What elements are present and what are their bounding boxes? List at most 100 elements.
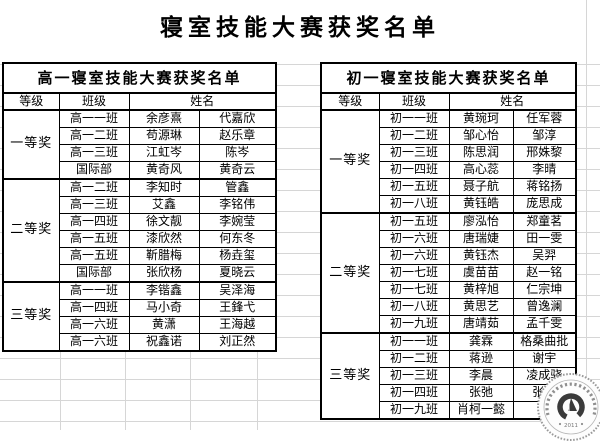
- name-cell[interactable]: 孟千雯: [512, 315, 577, 334]
- name-cell[interactable]: 李婉莹: [198, 213, 277, 231]
- name-cell[interactable]: 黄奇云: [198, 161, 277, 180]
- name-cell[interactable]: 黄梓旭: [448, 281, 514, 299]
- name-cell[interactable]: 李锴鑫: [128, 281, 200, 300]
- name-cell[interactable]: 靳腊梅: [128, 247, 200, 265]
- name-cell[interactable]: 李晴: [512, 161, 577, 179]
- name-cell[interactable]: 夏晓云: [198, 264, 277, 283]
- name-cell[interactable]: 吴羿: [512, 247, 577, 265]
- name-cell[interactable]: 聂子航: [448, 178, 514, 196]
- seal-arc-text: [545, 382, 597, 416]
- name-cell[interactable]: 郑童茗: [512, 212, 577, 231]
- class-cell[interactable]: 初一七班: [378, 264, 450, 282]
- class-cell[interactable]: 高一五班: [58, 230, 130, 248]
- class-cell[interactable]: 国际部: [58, 161, 130, 180]
- level-cell[interactable]: 三等奖: [2, 281, 60, 352]
- name-cell[interactable]: 张弛: [448, 384, 514, 402]
- name-cell[interactable]: 龚霖: [448, 332, 514, 351]
- class-cell[interactable]: 高一五班: [58, 247, 130, 265]
- class-cell[interactable]: 初一六班: [378, 230, 450, 248]
- name-cell[interactable]: 仁宗坤: [512, 281, 577, 299]
- name-cell[interactable]: 肖柯一懿: [448, 401, 514, 420]
- name-cell[interactable]: 廖泓怡: [448, 212, 514, 231]
- level-cell[interactable]: 二等奖: [2, 178, 60, 283]
- class-cell[interactable]: 初一四班: [378, 384, 450, 402]
- name-cell[interactable]: 苟源琳: [128, 127, 200, 145]
- name-cell[interactable]: 张欣杨: [128, 264, 200, 283]
- name-cell[interactable]: 任军蓉: [512, 109, 577, 128]
- name-cell[interactable]: 黄琬珂: [448, 109, 514, 128]
- name-cell[interactable]: 代嘉欣: [198, 109, 277, 128]
- name-cell[interactable]: 黄思艺: [448, 298, 514, 316]
- class-cell[interactable]: 高一二班: [58, 127, 130, 145]
- class-cell[interactable]: 高一一班: [58, 109, 130, 128]
- name-cell[interactable]: 赵乐章: [198, 127, 277, 145]
- name-cell[interactable]: 刘正然: [198, 333, 277, 352]
- class-cell[interactable]: 高一六班: [58, 333, 130, 352]
- class-cell[interactable]: 高一三班: [58, 196, 130, 214]
- class-cell[interactable]: 国际部: [58, 264, 130, 283]
- class-cell[interactable]: 初一一班: [378, 109, 450, 128]
- name-cell[interactable]: 杨垚玺: [198, 247, 277, 265]
- name-cell[interactable]: 谢宇: [512, 350, 577, 368]
- name-cell[interactable]: 黄潇: [128, 316, 200, 334]
- class-cell[interactable]: 初一三班: [378, 144, 450, 162]
- name-cell[interactable]: 马小奇: [128, 299, 200, 317]
- class-cell[interactable]: 初一七班: [378, 281, 450, 299]
- name-cell[interactable]: 黄奇风: [128, 161, 200, 180]
- name-cell[interactable]: 邹心怡: [448, 127, 514, 145]
- class-cell[interactable]: 初一四班: [378, 161, 450, 179]
- name-cell[interactable]: 蒋铭扬: [512, 178, 577, 196]
- class-cell[interactable]: 高一六班: [58, 316, 130, 334]
- name-cell[interactable]: 李晨: [448, 367, 514, 385]
- name-cell[interactable]: 唐靖茹: [448, 315, 514, 334]
- name-cell[interactable]: 徐文靓: [128, 213, 200, 231]
- name-cell[interactable]: 赵一铭: [512, 264, 577, 282]
- name-cell[interactable]: 邹淳: [512, 127, 577, 145]
- class-cell[interactable]: 初一三班: [378, 367, 450, 385]
- name-cell[interactable]: 蒋逊: [448, 350, 514, 368]
- name-cell[interactable]: 管鑫: [198, 178, 277, 197]
- name-cell[interactable]: 黄钰杰: [448, 247, 514, 265]
- class-cell[interactable]: 初一九班: [378, 401, 450, 420]
- name-cell[interactable]: 陈岑: [198, 144, 277, 162]
- class-cell[interactable]: 高一一班: [58, 281, 130, 300]
- name-cell[interactable]: 虞苗苗: [448, 264, 514, 282]
- level-cell[interactable]: 一等奖: [320, 109, 380, 214]
- name-cell[interactable]: 田一雯: [512, 230, 577, 248]
- class-cell[interactable]: 初一九班: [378, 315, 450, 334]
- name-cell[interactable]: 曾逸澜: [512, 298, 577, 316]
- name-cell[interactable]: 祝鑫诺: [128, 333, 200, 352]
- name-cell[interactable]: 唐瑞婕: [448, 230, 514, 248]
- name-cell[interactable]: 邢姝黎: [512, 144, 577, 162]
- class-cell[interactable]: 初一五班: [378, 178, 450, 196]
- name-cell[interactable]: 李铭伟: [198, 196, 277, 214]
- name-cell[interactable]: 艾鑫: [128, 196, 200, 214]
- class-cell[interactable]: 初一五班: [378, 212, 450, 231]
- name-cell[interactable]: 高心蕊: [448, 161, 514, 179]
- class-cell[interactable]: 高一二班: [58, 178, 130, 197]
- level-cell[interactable]: 一等奖: [2, 109, 60, 180]
- class-cell[interactable]: 高一四班: [58, 299, 130, 317]
- name-cell[interactable]: 江虹岑: [128, 144, 200, 162]
- name-cell[interactable]: 李知时: [128, 178, 200, 197]
- name-cell[interactable]: 王鋒弋: [198, 299, 277, 317]
- name-cell[interactable]: 吴泽海: [198, 281, 277, 300]
- class-cell[interactable]: 初一六班: [378, 247, 450, 265]
- name-cell[interactable]: 王海越: [198, 316, 277, 334]
- level-cell[interactable]: 二等奖: [320, 212, 380, 334]
- class-cell[interactable]: 初一八班: [378, 195, 450, 214]
- name-cell[interactable]: 何东冬: [198, 230, 277, 248]
- class-cell[interactable]: 高一四班: [58, 213, 130, 231]
- class-cell[interactable]: 高一三班: [58, 144, 130, 162]
- name-cell[interactable]: 漆欣然: [128, 230, 200, 248]
- class-cell[interactable]: 初一二班: [378, 127, 450, 145]
- name-cell[interactable]: 余彦熹: [128, 109, 200, 128]
- name-cell[interactable]: 庞思成: [512, 195, 577, 214]
- class-cell[interactable]: 初一一班: [378, 332, 450, 351]
- level-cell[interactable]: 三等奖: [320, 332, 380, 420]
- name-cell[interactable]: 陈思润: [448, 144, 514, 162]
- class-cell[interactable]: 初一八班: [378, 298, 450, 316]
- name-cell[interactable]: 格桑曲批: [512, 332, 577, 351]
- class-cell[interactable]: 初一二班: [378, 350, 450, 368]
- name-cell[interactable]: 黄钰皓: [448, 195, 514, 214]
